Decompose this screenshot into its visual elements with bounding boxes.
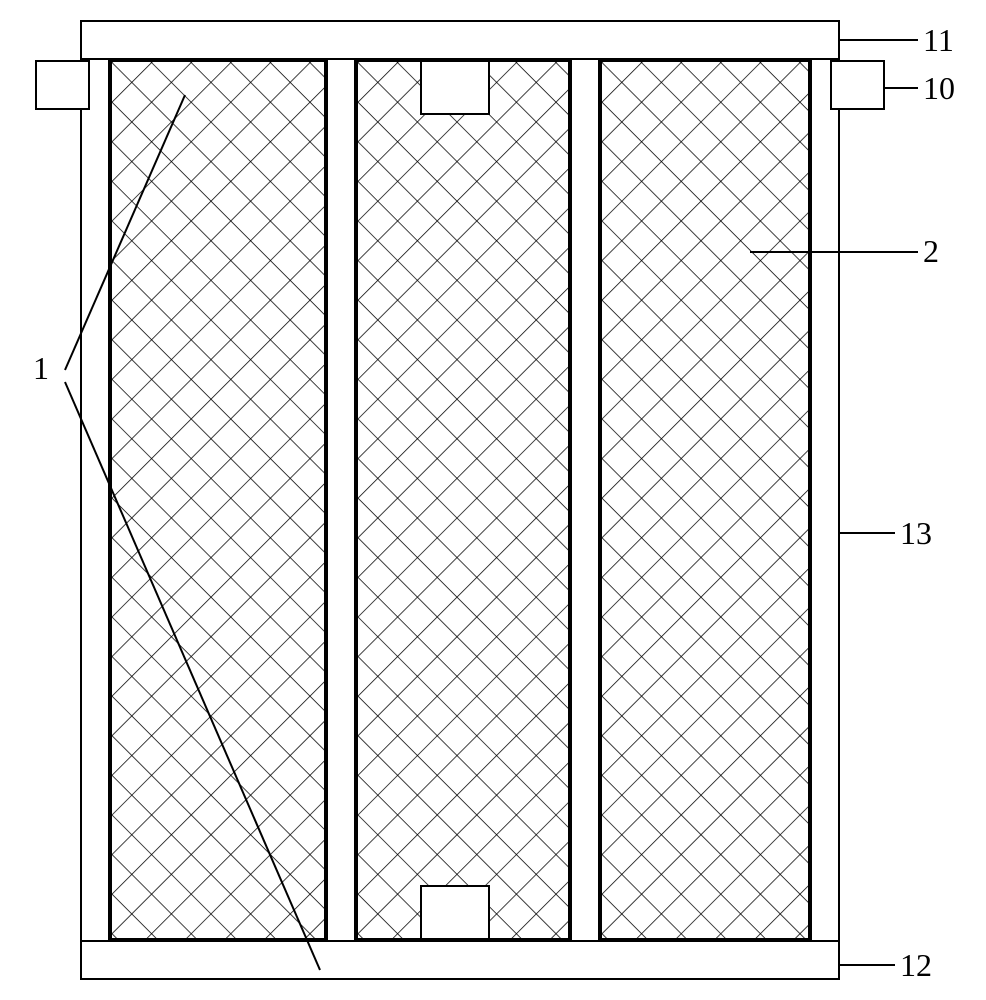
callout-label-2: 2: [923, 233, 939, 270]
left-post: [80, 58, 110, 942]
tab-left-top: [35, 60, 90, 110]
mesh-panel-3: [600, 60, 810, 940]
inner-post-2: [570, 58, 600, 942]
mesh-panel-1: [110, 60, 326, 940]
callout-label-1: 1: [33, 350, 49, 387]
technical-diagram: 11 10 2 13 12 1: [50, 20, 850, 980]
callout-label-13: 13: [900, 515, 932, 552]
crosshatch-pattern: [112, 62, 324, 938]
top-beam: [80, 20, 840, 60]
bottom-beam: [80, 940, 840, 980]
crosshatch-pattern: [602, 62, 808, 938]
right-post: [810, 58, 840, 942]
mesh-panel-2: [356, 60, 570, 940]
tab-center-top: [420, 60, 490, 115]
callout-label-12: 12: [900, 947, 932, 984]
tab-right-top: [830, 60, 885, 110]
callout-label-10: 10: [923, 70, 955, 107]
inner-post-1: [326, 58, 356, 942]
crosshatch-pattern: [358, 62, 568, 938]
callout-label-11: 11: [923, 22, 954, 59]
tab-center-bottom: [420, 885, 490, 940]
